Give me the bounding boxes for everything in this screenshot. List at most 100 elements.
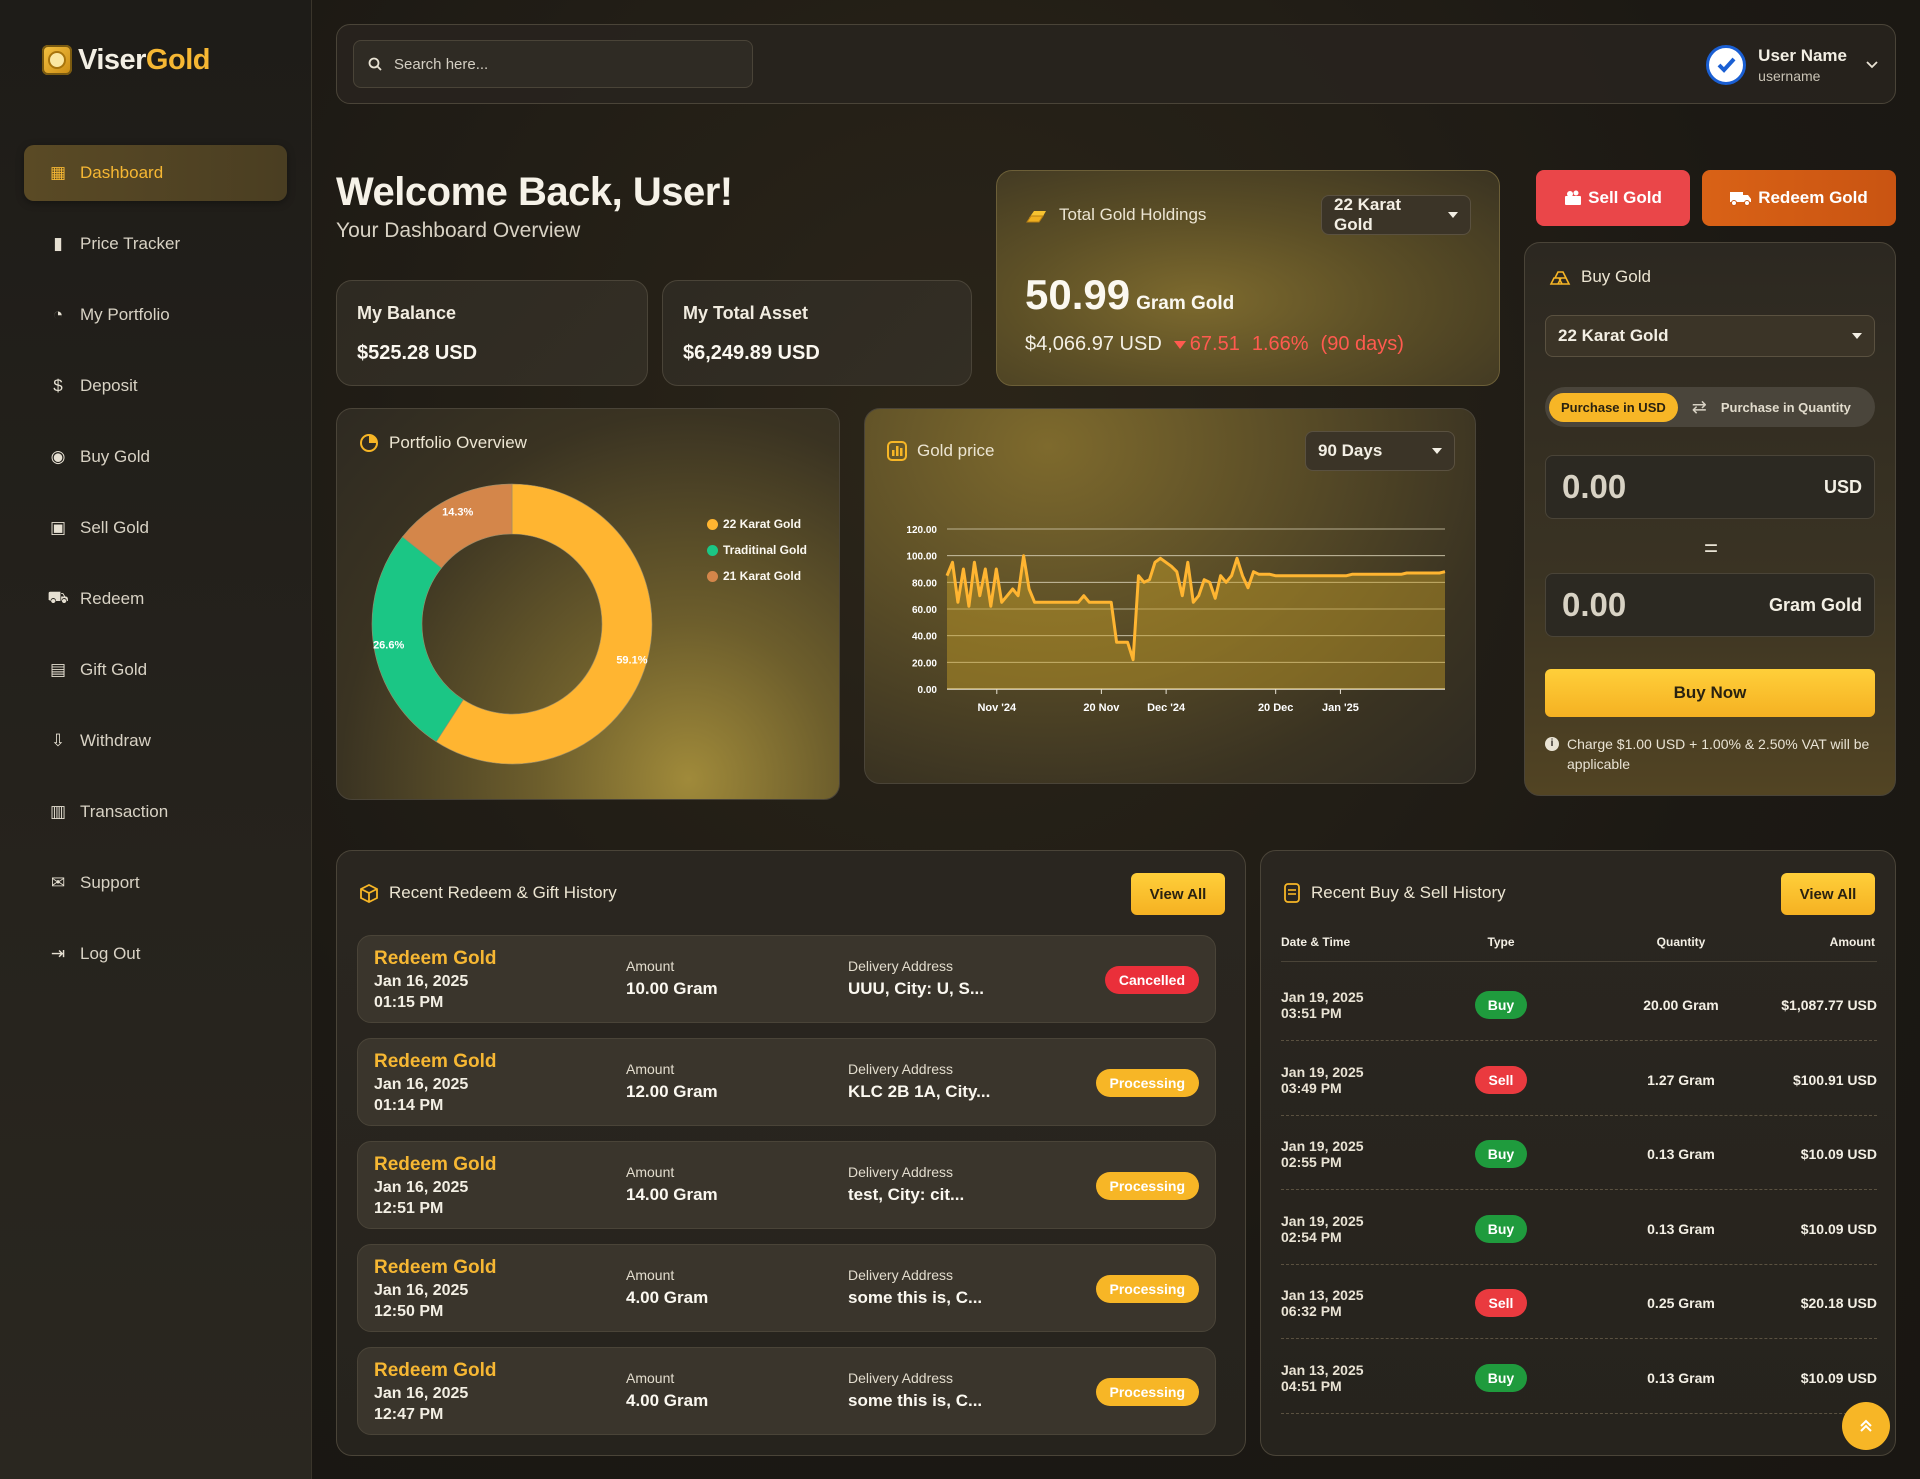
y-tick-label: 60.00 bbox=[912, 605, 937, 616]
withdraw-icon: ⇩ bbox=[50, 731, 66, 750]
gold-price-range-select[interactable]: 90 Days bbox=[1305, 431, 1455, 471]
trade-quantity: 1.27 Gram bbox=[1647, 1071, 1715, 1088]
sidebar-item-log-out[interactable]: ⇥ Log Out bbox=[24, 926, 287, 982]
redeem-title: Redeem Gold bbox=[374, 1051, 497, 1072]
x-tick-label: Nov '24 bbox=[977, 702, 1017, 714]
sidebar-item-support[interactable]: ✉ Support bbox=[24, 855, 287, 911]
list-item[interactable]: Redeem Gold Jan 16, 2025 01:14 PM Amount 12.… bbox=[357, 1038, 1216, 1126]
list-item[interactable]: Redeem Gold Jan 16, 2025 12:51 PM Amount 14.… bbox=[357, 1141, 1216, 1229]
y-tick-label: 80.00 bbox=[912, 578, 937, 589]
redeem-history-header: Recent Redeem & Gift History bbox=[359, 883, 617, 903]
buy-karat-select[interactable]: 22 Karat Gold bbox=[1545, 315, 1875, 357]
sidebar-item-transaction[interactable]: ▥ Transaction bbox=[24, 784, 287, 840]
buy-now-button[interactable]: Buy Now bbox=[1545, 669, 1875, 717]
user-menu[interactable]: User Name username bbox=[1706, 39, 1879, 91]
redeem-amount-col: Amount 4.00 Gram bbox=[626, 1267, 708, 1308]
gram-unit-label: Gram Gold bbox=[1768, 594, 1862, 615]
series-line[interactable] bbox=[945, 554, 1446, 662]
table-row[interactable]: Jan 19, 2025 02:54 PM Buy 0.13 Gram $10.09 U… bbox=[1281, 1191, 1877, 1265]
total-asset-card: My Total Asset $6,249.89 USD bbox=[662, 280, 972, 386]
holdings-amount-value: 50.99 bbox=[1025, 271, 1131, 318]
usd-amount-input[interactable] bbox=[1562, 468, 1702, 506]
redeem-amount-col: Amount 4.00 Gram bbox=[626, 1370, 708, 1411]
legend-item: Traditinal Gold bbox=[707, 537, 807, 563]
swap-icon[interactable]: ⇄ bbox=[1691, 396, 1707, 417]
brand-logo[interactable]: Viser Gold bbox=[42, 42, 210, 78]
sidebar-item-my-portfolio[interactable]: ◔ My Portfolio bbox=[24, 287, 287, 343]
sidebar-item-gift-gold[interactable]: ▤ Gift Gold bbox=[24, 642, 287, 698]
purchase-in-quantity-option[interactable]: Purchase in Quantity bbox=[1720, 399, 1851, 415]
trade-history-header: Recent Buy & Sell History bbox=[1283, 883, 1506, 903]
bar-chart-icon: ▮ bbox=[53, 234, 63, 253]
trade-type-badge: Sell bbox=[1475, 1289, 1527, 1317]
redeem-view-all-button[interactable]: View All bbox=[1131, 873, 1225, 915]
gold-price-card: Gold price 90 Days 0.00 20.00 40.00 60.00 80… bbox=[864, 408, 1476, 784]
redeem-date: Jan 16, 2025 bbox=[374, 1385, 469, 1402]
money-bag-icon: $ bbox=[53, 376, 63, 395]
pie-slice-label: 26.6% bbox=[373, 639, 404, 651]
redeem-amount-col: Amount 14.00 Gram bbox=[626, 1164, 718, 1205]
table-row[interactable]: Jan 13, 2025 06:32 PM Sell 0.25 Gram $20.18 … bbox=[1281, 1265, 1877, 1339]
list-item[interactable]: Redeem Gold Jan 16, 2025 01:15 PM Amount 10.… bbox=[357, 935, 1216, 1023]
trade-date: Jan 13, 2025 bbox=[1281, 1287, 1364, 1303]
redeem-time: 01:15 PM bbox=[374, 994, 444, 1011]
sidebar-item-sell-gold[interactable]: ▣ Sell Gold bbox=[24, 500, 287, 556]
table-row[interactable]: Jan 19, 2025 03:51 PM Buy 20.00 Gram $1,087.… bbox=[1281, 967, 1877, 1041]
sidebar-item-price-tracker[interactable]: ▮ Price Tracker bbox=[24, 216, 287, 272]
table-row[interactable]: Jan 19, 2025 02:55 PM Buy 0.13 Gram $10.09 U… bbox=[1281, 1116, 1877, 1190]
redeem-gold-button[interactable]: Redeem Gold bbox=[1702, 170, 1896, 226]
trade-amount: $10.09 USD bbox=[1800, 1369, 1877, 1386]
table-row[interactable]: Jan 19, 2025 03:49 PM Sell 1.27 Gram $100.91… bbox=[1281, 1042, 1877, 1116]
pie-slice[interactable] bbox=[435, 483, 653, 765]
trade-time: 02:54 PM bbox=[1281, 1228, 1342, 1245]
holdings-subline: $4,066.97 USD 67.51 1.66% (90 days) bbox=[1025, 333, 1404, 356]
caret-down-icon bbox=[1448, 212, 1458, 218]
trade-quantity: 20.00 Gram bbox=[1643, 997, 1719, 1013]
gram-amount-input[interactable] bbox=[1562, 586, 1702, 624]
legend-item: 21 Karat Gold bbox=[707, 563, 807, 589]
redeem-info: Redeem Gold Jan 16, 2025 01:15 PM bbox=[374, 948, 496, 1012]
sidebar-item-redeem[interactable]: ⛟ Redeem bbox=[24, 571, 287, 627]
list-item[interactable]: Redeem Gold Jan 16, 2025 12:47 PM Amount 4.0… bbox=[357, 1347, 1216, 1435]
amount-label: Amount bbox=[626, 1164, 675, 1180]
address-label: Delivery Address bbox=[848, 1164, 954, 1180]
sidebar-item-label: Withdraw bbox=[80, 731, 151, 750]
gold-price-title: Gold price bbox=[917, 441, 995, 460]
purchase-mode-toggle: Purchase in USD ⇄ Purchase in Quantity bbox=[1545, 387, 1875, 427]
col-header-date: Date & Time bbox=[1281, 935, 1351, 949]
sidebar-item-deposit[interactable]: $ Deposit bbox=[24, 358, 287, 414]
clipboard-icon: ▥ bbox=[49, 802, 67, 821]
sidebar-item-dashboard[interactable]: ▦ Dashboard bbox=[24, 145, 287, 201]
sell-gold-label: Sell Gold bbox=[1588, 188, 1662, 207]
pie-slice-label: 59.1% bbox=[616, 654, 647, 666]
table-row[interactable]: Jan 13, 2025 04:51 PM Buy 0.13 Gram $10.09 U… bbox=[1281, 1340, 1877, 1414]
holdings-usd: $4,066.97 USD bbox=[1025, 333, 1162, 355]
sidebar-item-buy-gold[interactable]: ◉ Buy Gold bbox=[24, 429, 287, 485]
trade-datetime: Jan 19, 2025 02:55 PM bbox=[1281, 1138, 1364, 1170]
holdings-change: 67.51 bbox=[1173, 333, 1240, 356]
sell-icon bbox=[1565, 190, 1582, 205]
amount-label: Amount bbox=[626, 1370, 675, 1386]
sidebar-item-withdraw[interactable]: ⇩ Withdraw bbox=[24, 713, 287, 769]
holdings-unit: Gram Gold bbox=[1136, 293, 1235, 314]
chevron-down-icon[interactable] bbox=[1865, 60, 1879, 70]
list-item[interactable]: Redeem Gold Jan 16, 2025 12:50 PM Amount 4.0… bbox=[357, 1244, 1216, 1332]
search-input[interactable] bbox=[394, 55, 734, 73]
scroll-to-top-button[interactable] bbox=[1842, 1402, 1890, 1450]
trade-type-badge: Buy bbox=[1475, 1214, 1527, 1243]
amount-label: Amount bbox=[626, 1061, 675, 1077]
portfolio-title: Portfolio Overview bbox=[389, 433, 527, 452]
sidebar-item-label: Log Out bbox=[80, 944, 141, 963]
redeem-amount-col: Amount 10.00 Gram bbox=[626, 958, 718, 999]
table-divider bbox=[1281, 961, 1877, 962]
pie-slice[interactable] bbox=[402, 483, 513, 569]
search-box[interactable] bbox=[353, 40, 753, 88]
holdings-karat-select[interactable]: 22 Karat Gold bbox=[1321, 195, 1471, 235]
down-arrow-icon bbox=[1173, 340, 1186, 349]
balance-label: My Balance bbox=[357, 303, 457, 323]
logo-shield-icon bbox=[42, 45, 72, 75]
y-tick-label: 20.00 bbox=[912, 658, 937, 669]
purchase-in-usd-option[interactable]: Purchase in USD bbox=[1549, 392, 1678, 422]
sell-gold-button[interactable]: Sell Gold bbox=[1536, 170, 1690, 226]
trade-view-all-button[interactable]: View All bbox=[1781, 873, 1875, 915]
